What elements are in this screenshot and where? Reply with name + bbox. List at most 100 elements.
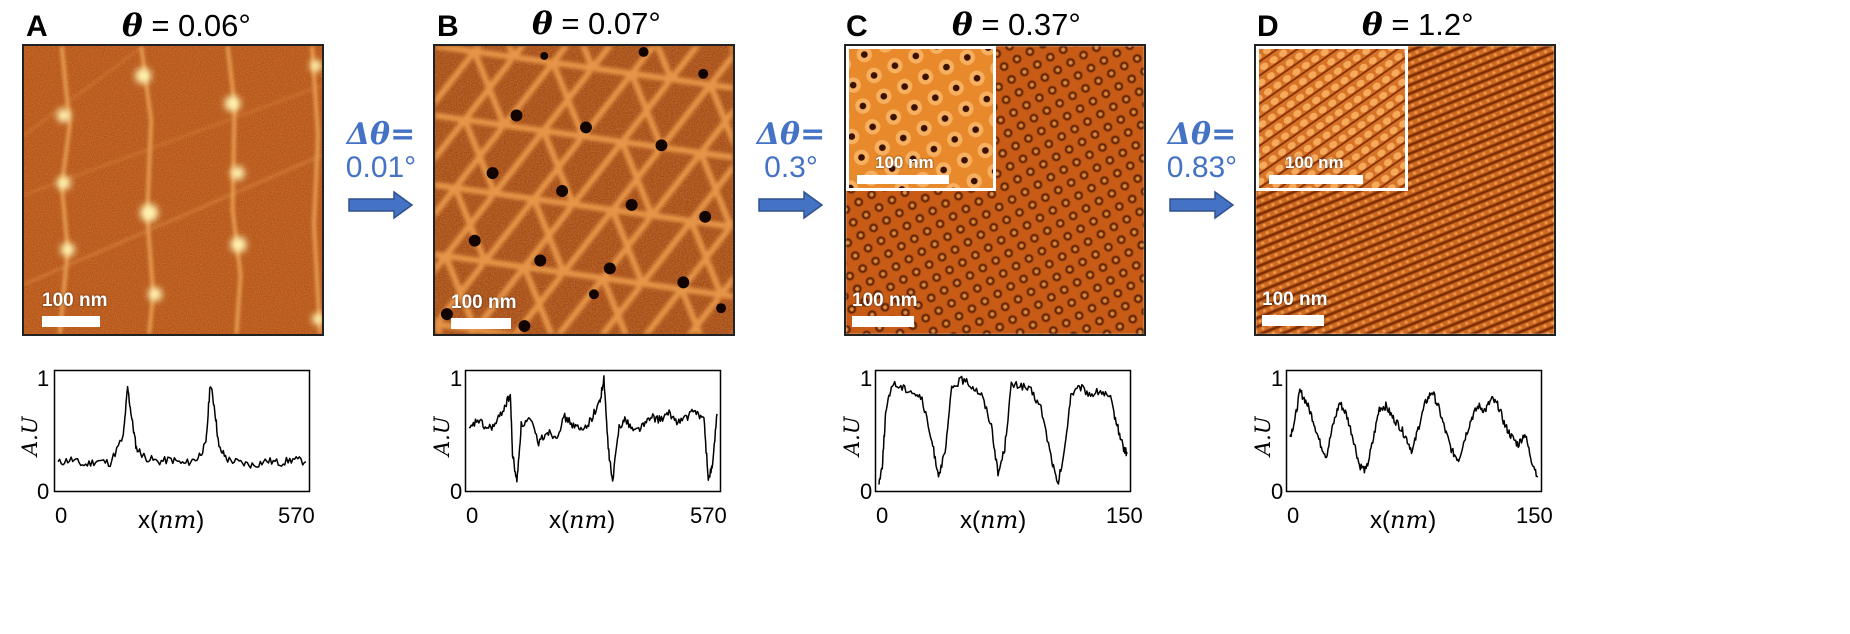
x-axis-label-suffix: ): [1428, 507, 1437, 534]
scale-bar-d: [1262, 315, 1324, 326]
x-axis-label-prefix: x(: [1370, 507, 1390, 534]
y-tick-bottom-d: 0: [1271, 479, 1284, 504]
profile-plot-c: [874, 369, 1132, 493]
x-axis-label-a: x(nm): [138, 506, 204, 535]
inset-scale-bar-label-c: 100 nm: [875, 153, 934, 172]
profile-chart-c: [874, 369, 1132, 493]
theta-symbol: θ: [952, 7, 973, 43]
y-tick-bottom-a: 0: [37, 479, 50, 504]
x-axis-label-b: x(nm): [549, 506, 615, 535]
y-tick-bottom-c: 0: [860, 479, 873, 504]
inset-scale-bar-d: [1269, 175, 1363, 184]
profile-line: [57, 385, 307, 469]
delta-theta-value: 0.3°: [764, 151, 818, 184]
x-axis-label-suffix: ): [196, 507, 205, 534]
stm-map-b: [435, 46, 733, 334]
delta-theta-label: Δθ=: [1167, 117, 1237, 152]
y-axis-label-c: A.U: [840, 416, 864, 456]
profile-line: [1289, 388, 1538, 478]
profile-chart-d: [1285, 369, 1543, 493]
delta-theta-value: 0.01°: [345, 151, 417, 184]
y-tick-top-a: 1: [37, 366, 50, 391]
y-axis-label-b: A.U: [430, 416, 454, 456]
x-axis-label-unit: nm: [158, 506, 197, 534]
x-tick-start-b: 0: [466, 503, 479, 528]
scale-bar-label-c: 100 nm: [852, 290, 918, 311]
theta-symbol: θ: [1362, 7, 1383, 43]
plot-frame: [464, 369, 722, 493]
y-axis-label-a: A.U: [18, 416, 42, 456]
scale-bar-label-b: 100 nm: [451, 292, 517, 313]
scale-bar-label-d: 100 nm: [1262, 289, 1328, 310]
panel-title-d: θ = 1.2°: [1362, 9, 1474, 41]
theta-value: = 0.07°: [561, 6, 661, 41]
x-axis-label-unit: nm: [1390, 506, 1429, 534]
x-axis-label-unit: nm: [980, 506, 1019, 534]
theta-value: = 1.2°: [1391, 7, 1474, 42]
x-axis-label-suffix: ): [607, 507, 616, 534]
scale-bar-c: [852, 316, 914, 327]
stm-map-a: [24, 46, 322, 334]
x-axis-label-unit: nm: [569, 506, 608, 534]
profile-plot-a: [53, 369, 311, 493]
profile-plot-d: [1285, 369, 1543, 493]
inset-scale-bar-label-d: 100 nm: [1285, 153, 1344, 172]
x-axis-label-prefix: x(: [138, 507, 158, 534]
stm-image-d: 100 nm 100 nm: [1254, 44, 1556, 336]
profile-chart-b: [464, 369, 722, 493]
right-arrow-icon: [348, 190, 414, 219]
theta-value: = 0.37°: [981, 7, 1081, 42]
delta-theta-arrow-1: Δθ= 0.01°: [340, 118, 422, 225]
inset-map-c: [849, 49, 993, 188]
delta-theta-arrow-2: Δθ= 0.3°: [752, 118, 830, 225]
profile-line: [878, 375, 1128, 485]
panel-title-b: θ = 0.07°: [532, 8, 661, 40]
delta-theta-label: Δθ=: [346, 117, 416, 152]
x-axis-label-suffix: ): [1018, 507, 1027, 534]
inset-image-c: 100 nm: [846, 46, 996, 191]
x-axis-label-prefix: x(: [549, 507, 569, 534]
scale-bar-label-a: 100 nm: [42, 290, 108, 311]
inset-image-d: 100 nm: [1256, 46, 1408, 191]
profile-chart-a: [53, 369, 311, 493]
y-axis-label-d: A.U: [1251, 416, 1275, 456]
x-tick-start-c: 0: [876, 503, 889, 528]
x-tick-end-c: 150: [1106, 503, 1143, 528]
right-arrow-icon: [758, 190, 824, 219]
panel-letter-c: C: [846, 10, 868, 43]
y-tick-top-c: 1: [860, 366, 873, 391]
y-tick-top-b: 1: [450, 366, 463, 391]
theta-symbol: θ: [122, 8, 143, 44]
panel-title-c: θ = 0.37°: [952, 9, 1081, 41]
theta-value: = 0.06°: [151, 8, 251, 43]
delta-theta-value: 0.83°: [1166, 151, 1238, 184]
x-tick-end-b: 570: [690, 503, 727, 528]
plot-frame: [874, 369, 1132, 493]
inset-scale-bar-c: [857, 175, 949, 184]
plot-frame: [1285, 369, 1543, 493]
x-tick-end-d: 150: [1516, 503, 1553, 528]
inset-map-d: [1259, 49, 1405, 188]
y-tick-top-d: 1: [1271, 366, 1284, 391]
x-axis-label-c: x(nm): [960, 506, 1026, 535]
stm-image-a: 100 nm: [22, 44, 324, 336]
panel-title-a: θ = 0.06°: [122, 10, 251, 42]
stm-image-b: 100 nm: [433, 44, 735, 336]
profile-plot-b: [464, 369, 722, 493]
right-arrow-icon: [1169, 190, 1235, 219]
scale-bar-a: [42, 316, 100, 327]
x-tick-start-a: 0: [55, 503, 68, 528]
theta-symbol: θ: [532, 6, 553, 42]
delta-theta-arrow-3: Δθ= 0.83°: [1162, 118, 1242, 225]
x-axis-label-d: x(nm): [1370, 506, 1436, 535]
panel-letter-b: B: [437, 10, 459, 43]
plot-frame: [53, 369, 311, 493]
scale-bar-b: [451, 318, 511, 329]
delta-theta-label: Δθ=: [756, 117, 826, 152]
y-tick-bottom-b: 0: [450, 479, 463, 504]
stm-image-c: 100 nm 100 nm: [844, 44, 1146, 336]
panel-letter-a: A: [26, 10, 48, 43]
panel-letter-d: D: [1257, 10, 1279, 43]
x-tick-end-a: 570: [278, 503, 315, 528]
x-tick-start-d: 0: [1287, 503, 1300, 528]
